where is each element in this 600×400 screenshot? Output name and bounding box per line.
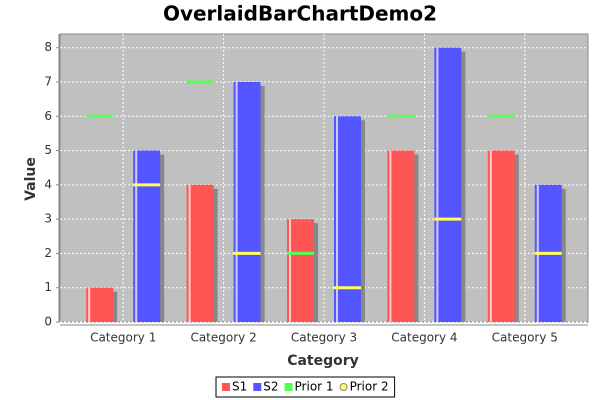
- bar-highlight: [135, 150, 138, 322]
- y-tick-label: 0: [44, 315, 52, 329]
- bar: [287, 219, 314, 322]
- legend-swatch: [222, 383, 230, 391]
- bar: [334, 116, 361, 323]
- legend: S1 S2 Prior 1 Prior 2: [215, 376, 396, 398]
- legend-label: S1: [232, 380, 247, 394]
- bar-highlight: [436, 47, 439, 322]
- y-axis-label: Value: [23, 157, 39, 201]
- bar: [434, 47, 462, 322]
- y-tick-label: 4: [44, 177, 52, 191]
- bar-highlight: [489, 150, 492, 322]
- bar: [86, 287, 114, 322]
- x-tick-label: Category 4: [391, 331, 457, 345]
- legend-box: [215, 376, 396, 398]
- x-tick-label: Category 5: [492, 331, 558, 345]
- y-tick-label: 8: [44, 40, 52, 54]
- x-tick-label: Category 2: [190, 331, 256, 345]
- y-tick-label: 6: [44, 109, 52, 123]
- y-tick-label: 2: [44, 246, 52, 260]
- bar: [186, 184, 214, 322]
- bar-highlight: [289, 219, 291, 322]
- y-tick-label: 1: [44, 280, 52, 294]
- bar-highlight: [88, 287, 91, 322]
- legend-label: Prior 1: [295, 380, 334, 394]
- bar: [487, 150, 515, 322]
- x-tick-label: Category 1: [90, 331, 156, 345]
- legend-swatch: [253, 383, 262, 391]
- bar-highlight: [336, 116, 338, 323]
- bar-highlight: [235, 82, 238, 322]
- x-axis-label: Category: [287, 353, 359, 369]
- legend-swatch: [284, 383, 293, 391]
- y-tick-label: 7: [44, 75, 52, 89]
- bar: [387, 150, 415, 322]
- bar: [233, 82, 261, 322]
- x-tick-label: Category 3: [291, 331, 357, 345]
- y-tick-label: 3: [44, 212, 52, 226]
- legend-label: S2: [263, 380, 278, 394]
- bar: [133, 150, 161, 322]
- bar-highlight: [389, 150, 392, 322]
- legend-swatch: [339, 383, 348, 391]
- bar-highlight: [188, 184, 191, 322]
- chart-title: OverlaidBarChartDemo2: [163, 2, 437, 26]
- legend-label: Prior 2: [350, 380, 389, 394]
- y-tick-label: 5: [44, 143, 52, 157]
